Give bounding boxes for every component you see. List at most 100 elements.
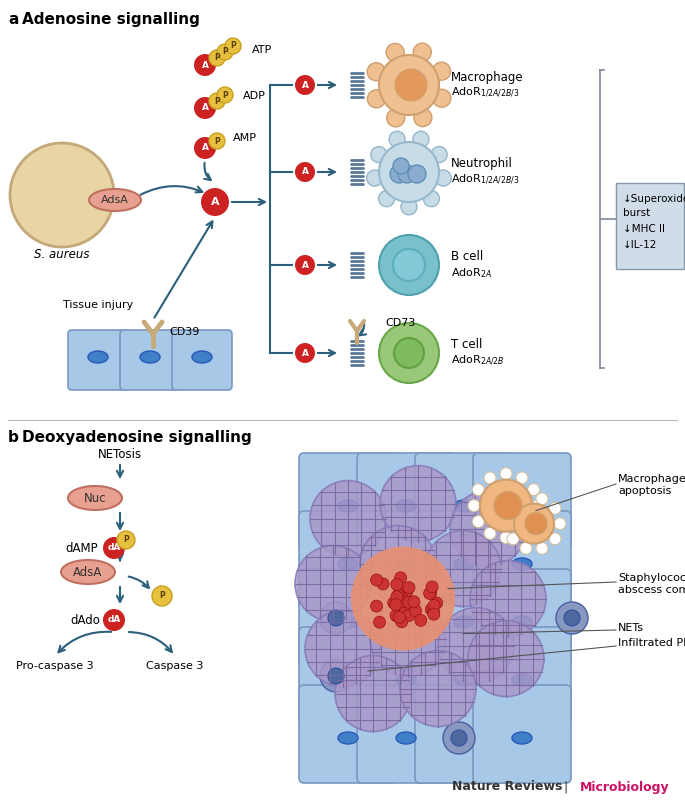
FancyBboxPatch shape [473, 685, 571, 783]
Circle shape [393, 590, 406, 602]
Circle shape [403, 596, 415, 608]
Circle shape [393, 589, 404, 601]
Text: ADP: ADP [243, 91, 266, 101]
Ellipse shape [192, 351, 212, 363]
Circle shape [450, 490, 526, 566]
Circle shape [379, 191, 395, 207]
Circle shape [379, 55, 439, 115]
Text: AdoR$_{2A/2B}$: AdoR$_{2A/2B}$ [451, 354, 505, 368]
Circle shape [484, 527, 496, 539]
Text: Staphylococcal: Staphylococcal [618, 573, 685, 583]
FancyBboxPatch shape [299, 627, 397, 725]
Ellipse shape [68, 486, 122, 510]
Circle shape [360, 525, 436, 602]
Text: b: b [8, 430, 19, 445]
Circle shape [502, 517, 514, 529]
Circle shape [433, 62, 451, 80]
Ellipse shape [338, 616, 358, 628]
Circle shape [468, 500, 480, 512]
FancyBboxPatch shape [299, 511, 397, 609]
Text: Pro-caspase 3: Pro-caspase 3 [16, 661, 94, 671]
Circle shape [549, 502, 561, 514]
Ellipse shape [338, 500, 358, 512]
Text: P: P [214, 96, 220, 106]
Circle shape [390, 598, 401, 610]
Circle shape [401, 586, 412, 598]
Circle shape [507, 502, 519, 514]
Text: NETosis: NETosis [98, 449, 142, 461]
Text: A: A [201, 103, 208, 112]
Circle shape [408, 596, 420, 608]
Ellipse shape [454, 674, 474, 686]
Text: ATP: ATP [252, 45, 272, 55]
Circle shape [201, 188, 229, 216]
FancyBboxPatch shape [299, 685, 397, 783]
Circle shape [438, 608, 514, 683]
Circle shape [516, 472, 528, 484]
Circle shape [117, 531, 135, 549]
Circle shape [152, 586, 172, 606]
FancyBboxPatch shape [415, 627, 513, 725]
Circle shape [514, 504, 554, 544]
Circle shape [310, 481, 386, 557]
Text: A: A [301, 80, 308, 90]
Text: Nuc: Nuc [84, 492, 106, 505]
Text: B cell: B cell [451, 251, 483, 264]
Ellipse shape [88, 351, 108, 363]
Text: dAdo: dAdo [70, 614, 100, 626]
Text: A: A [211, 197, 219, 207]
Ellipse shape [338, 674, 358, 686]
FancyBboxPatch shape [415, 511, 513, 609]
Ellipse shape [512, 500, 532, 512]
Circle shape [328, 610, 344, 626]
Circle shape [431, 597, 443, 609]
Ellipse shape [396, 616, 416, 628]
Circle shape [423, 191, 439, 207]
FancyBboxPatch shape [473, 511, 571, 609]
Circle shape [377, 578, 389, 590]
Text: burst: burst [623, 208, 650, 218]
Text: AdoR$_{1/2A/2B/3}$: AdoR$_{1/2A/2B/3}$ [451, 86, 519, 100]
Circle shape [472, 516, 484, 528]
FancyBboxPatch shape [357, 511, 455, 609]
Ellipse shape [454, 732, 474, 744]
Ellipse shape [512, 616, 532, 628]
Ellipse shape [512, 674, 532, 686]
Circle shape [395, 572, 407, 584]
Circle shape [472, 484, 484, 496]
Ellipse shape [454, 500, 474, 512]
FancyBboxPatch shape [299, 453, 397, 551]
Circle shape [394, 605, 406, 617]
Circle shape [494, 492, 522, 520]
Circle shape [380, 465, 456, 541]
Circle shape [536, 542, 548, 554]
Text: Microbiology: Microbiology [580, 780, 670, 794]
Text: A: A [301, 167, 308, 176]
Circle shape [367, 90, 386, 108]
Circle shape [217, 87, 233, 103]
Circle shape [554, 517, 566, 529]
Circle shape [527, 516, 540, 528]
Circle shape [379, 142, 439, 202]
Text: ↓MHC II: ↓MHC II [623, 224, 665, 234]
Circle shape [217, 44, 233, 60]
Circle shape [399, 598, 412, 610]
Circle shape [425, 603, 437, 615]
Text: AMP: AMP [233, 133, 257, 143]
Circle shape [295, 343, 315, 363]
Text: P: P [123, 536, 129, 545]
Circle shape [194, 97, 216, 119]
Circle shape [480, 480, 532, 532]
Text: AdoR$_{1/2A/2B/3}$: AdoR$_{1/2A/2B/3}$ [451, 173, 519, 187]
Circle shape [320, 660, 352, 692]
Circle shape [433, 89, 451, 107]
FancyBboxPatch shape [357, 627, 455, 725]
Circle shape [209, 133, 225, 149]
Circle shape [389, 131, 405, 147]
Text: CD39: CD39 [169, 327, 199, 337]
Circle shape [564, 610, 580, 626]
Circle shape [194, 54, 216, 76]
Circle shape [401, 199, 417, 215]
Circle shape [549, 533, 561, 545]
Circle shape [435, 170, 451, 186]
